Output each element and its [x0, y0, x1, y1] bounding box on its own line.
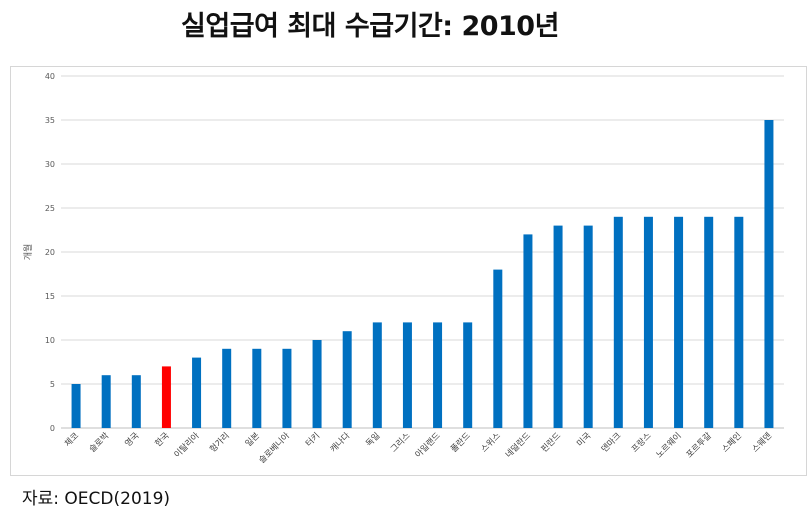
x-tick-label: 노르웨이 [654, 430, 684, 460]
x-tick-label: 프랑스 [629, 430, 653, 454]
x-tick-label: 폴란드 [448, 430, 472, 454]
y-tick-label: 20 [45, 248, 55, 257]
bar [704, 216, 714, 428]
bar [252, 348, 262, 428]
bar [643, 216, 653, 428]
bar [583, 225, 593, 428]
x-tick-label: 일본 [244, 431, 262, 449]
x-tick-label: 체코 [62, 430, 81, 449]
bars [71, 120, 774, 428]
bar [433, 322, 443, 428]
bar [101, 375, 111, 428]
bar [493, 269, 503, 428]
x-tick-label: 포르투갈 [685, 431, 714, 460]
y-tick-label: 40 [45, 72, 55, 81]
x-tick-label: 터키 [304, 431, 322, 449]
bar [764, 120, 774, 428]
bar [282, 348, 292, 428]
x-tick-label: 독일 [364, 431, 382, 449]
x-tick-label: 스웨덴 [750, 430, 774, 454]
chart-frame: 0 5 10 15 20 25 30 35 40 체코 슬로박 영국 한국 이탈리아 헝가리 일본 슬로베니아… [10, 66, 807, 476]
bar [192, 357, 202, 428]
y-tick-label: 10 [45, 336, 55, 345]
bar [734, 216, 744, 428]
x-tick-label: 캐나다 [329, 431, 353, 455]
y-tick-label: 25 [45, 204, 55, 213]
x-tick-label: 네덜란드 [503, 430, 533, 460]
bar [553, 225, 563, 428]
bar [131, 375, 141, 428]
x-tick-label: 핀란드 [539, 430, 563, 454]
x-tick-label: 아일랜드 [413, 430, 443, 460]
bar [342, 331, 352, 428]
bar [161, 366, 171, 428]
x-tick-label: 헝가리 [208, 431, 232, 455]
y-tick-label: 5 [50, 380, 55, 389]
y-tick-label: 35 [45, 116, 55, 125]
x-tick-label: 미국 [575, 431, 593, 449]
bar [312, 340, 322, 428]
x-tick-label: 그리스 [389, 431, 413, 455]
y-tick-label: 15 [45, 292, 55, 301]
x-tick-label: 슬로베니아 [257, 430, 293, 466]
x-tick-label: 이탈리아 [172, 430, 202, 460]
source-note: 자료: OECD(2019) [22, 489, 171, 509]
x-tick-label: 영국 [123, 430, 142, 449]
bar [372, 322, 382, 428]
x-tick-label: 스페인 [720, 430, 744, 454]
y-axis-label: 개월 [22, 244, 34, 261]
bar [402, 322, 412, 428]
bar [463, 322, 473, 428]
bar [613, 216, 623, 428]
chart-title: 실업급여 최대 수급기간: 2010년 [181, 11, 559, 42]
bar [71, 384, 81, 428]
x-tick-label: 스위스 [479, 431, 503, 455]
x-tick-label: 슬로박 [87, 430, 111, 454]
bar [222, 348, 232, 428]
bar-chart: 0 5 10 15 20 25 30 35 40 체코 슬로박 영국 한국 이탈리아 헝가리 일본슬로베니아… [22, 72, 784, 466]
y-axis: 0 5 10 15 20 25 30 35 40 [45, 72, 55, 433]
y-tick-label: 0 [50, 424, 55, 433]
x-tick-label: 한국 [153, 431, 171, 449]
gridlines [61, 75, 784, 429]
y-tick-label: 30 [45, 160, 55, 169]
bar [523, 234, 533, 428]
x-tick-label: 덴마크 [600, 431, 624, 455]
bar [674, 216, 684, 428]
